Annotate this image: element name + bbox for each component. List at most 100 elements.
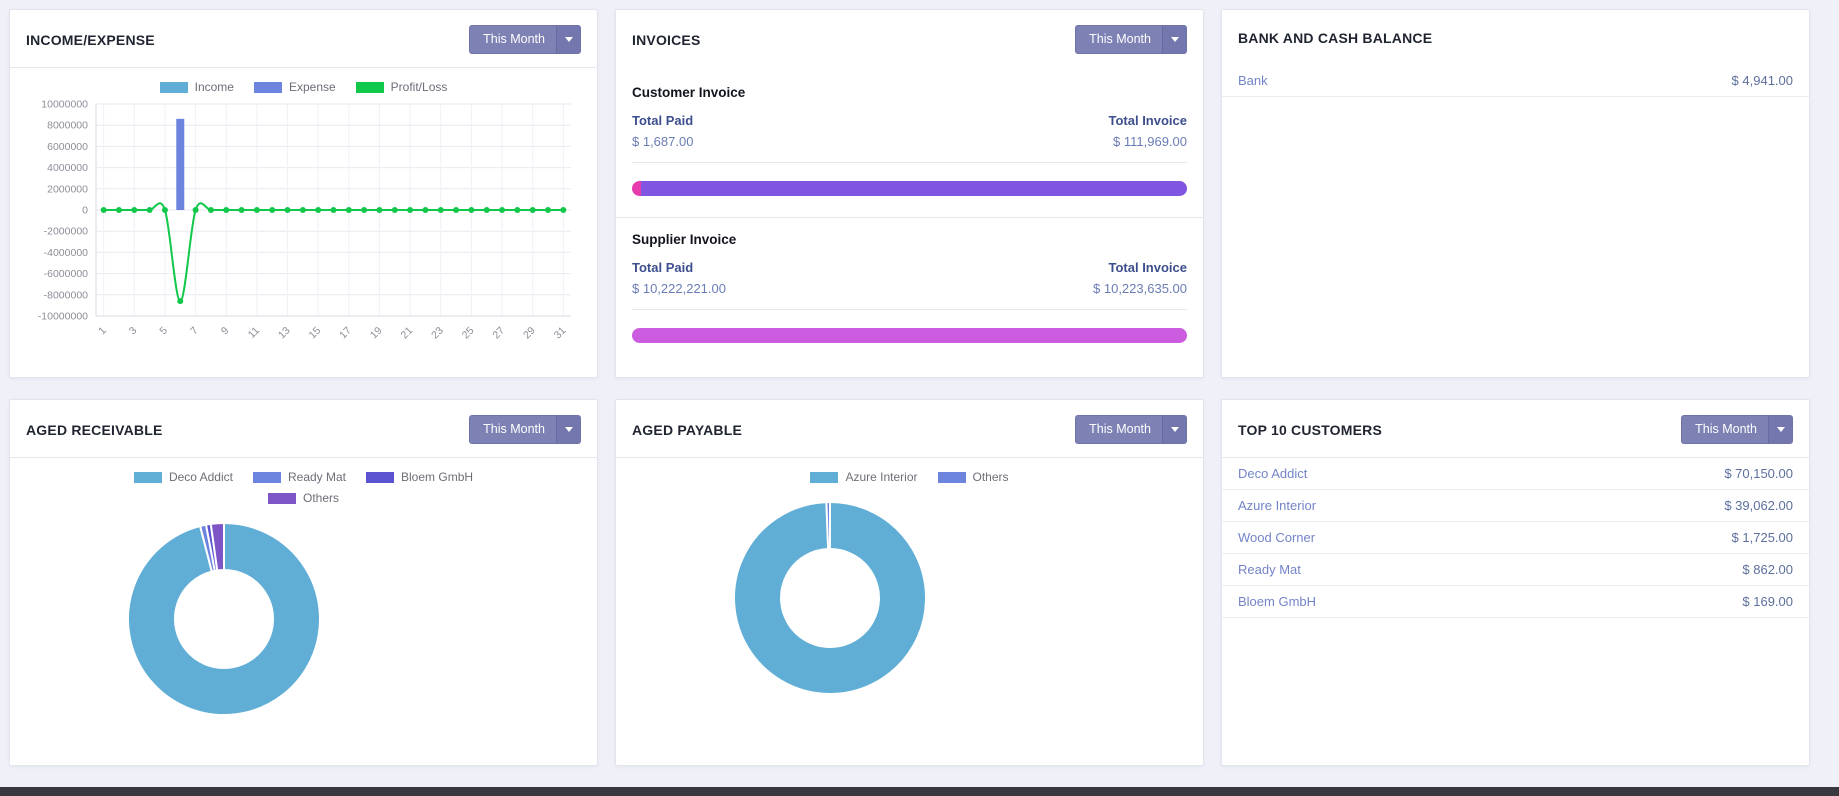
supplier-invoice-section: Supplier Invoice Total Paid Total Invoic… [632, 232, 1187, 343]
customer-link[interactable]: Wood Corner [1238, 530, 1316, 545]
progress-segment [640, 181, 1187, 196]
customer-row: Bloem GmbH $ 169.00 [1222, 586, 1809, 618]
svg-text:2000000: 2000000 [47, 183, 88, 195]
period-filter-income-expense[interactable]: This Month [469, 25, 581, 54]
customer-link[interactable]: Azure Interior [1238, 498, 1317, 513]
customer-row: Wood Corner $ 1,725.00 [1222, 522, 1809, 554]
period-filter-invoices[interactable]: This Month [1075, 25, 1187, 54]
top-customers-header: TOP 10 CUSTOMERS This Month [1222, 400, 1809, 458]
legend-item-deco-addict[interactable]: Deco Addict [133, 470, 233, 484]
invoices-header: INVOICES This Month [616, 10, 1203, 67]
period-filter-aged-receivable[interactable]: This Month [469, 415, 581, 444]
svg-text:4000000: 4000000 [47, 162, 88, 174]
customer-total-invoice-label: Total Invoice [1108, 113, 1188, 128]
income-expense-header: INCOME/EXPENSE This Month [10, 10, 597, 68]
supplier-total-invoice-label: Total Invoice [1108, 260, 1188, 275]
svg-text:3: 3 [127, 325, 140, 338]
supplier-invoice-progress-bar [632, 328, 1187, 343]
svg-text:9: 9 [219, 325, 232, 338]
svg-text:-2000000: -2000000 [44, 226, 89, 238]
svg-text:17: 17 [337, 325, 354, 342]
aged-payable-donut-chart [733, 501, 927, 695]
supplier-invoice-title: Supplier Invoice [632, 232, 737, 247]
top-customers-title: TOP 10 CUSTOMERS [1238, 421, 1383, 438]
svg-text:6000000: 6000000 [47, 141, 88, 153]
svg-text:5: 5 [157, 325, 170, 338]
customer-row: Ready Mat $ 862.00 [1222, 554, 1809, 586]
legend-label: Others [302, 491, 339, 505]
invoices-title: INVOICES [632, 31, 701, 48]
legend-item-income[interactable]: Income [159, 80, 234, 94]
chevron-down-icon [556, 416, 580, 443]
income-expense-title: INCOME/EXPENSE [26, 31, 155, 48]
customer-amount: $ 1,725.00 [1731, 530, 1793, 545]
aged-receivable-donut-chart [127, 522, 321, 716]
top-customers-table: Deco Addict $ 70,150.00 Azure Interior $… [1222, 458, 1809, 618]
legend-item-others[interactable]: Others [267, 491, 339, 505]
income-expense-chart: 10000000 8000000 6000000 4000000 2000000 0 -20… [38, 99, 571, 342]
svg-text:29: 29 [521, 325, 538, 342]
customer-link[interactable]: Bloem GmbH [1238, 594, 1317, 609]
legend-swatch [355, 81, 384, 93]
bank-title: BANK AND CASH BALANCE [1238, 29, 1433, 46]
svg-text:21: 21 [398, 325, 415, 342]
legend-item-azure-interior[interactable]: Azure Interior [810, 470, 918, 484]
chevron-down-icon [1768, 416, 1792, 443]
bottom-bar [0, 787, 1839, 796]
progress-segment [632, 328, 1187, 343]
customer-amount: $ 39,062.00 [1724, 498, 1793, 513]
invoices-body: Customer Invoice Total Paid Total Invoic… [616, 67, 1203, 343]
svg-text:11: 11 [246, 325, 262, 341]
supplier-total-paid-label: Total Paid [632, 260, 694, 275]
svg-text:-6000000: -6000000 [44, 268, 89, 280]
accounting-dashboard: INCOME/EXPENSE This Month Income Expense P… [9, 9, 1810, 766]
svg-text:-10000000: -10000000 [38, 311, 88, 323]
legend-item-others[interactable]: Others [937, 470, 1009, 484]
aged-payable-header: AGED PAYABLE This Month [616, 400, 1203, 458]
legend-item-expense[interactable]: Expense [253, 80, 336, 94]
bank-balance-amount: $ 4,941.00 [1731, 73, 1793, 88]
legend-label: Income [194, 80, 234, 94]
bank-link[interactable]: Bank [1238, 73, 1268, 88]
bank-body: Bank $ 4,941.00 [1222, 63, 1809, 97]
legend-label: Expense [288, 80, 336, 94]
legend-swatch [252, 471, 281, 483]
legend-item-ready-mat[interactable]: Ready Mat [252, 470, 346, 484]
aged-payable-legend: Azure Interior Others [632, 470, 1187, 484]
customer-link[interactable]: Ready Mat [1238, 562, 1301, 577]
bank-balance-row: Bank $ 4,941.00 [1222, 65, 1809, 97]
legend-swatch [133, 471, 162, 483]
svg-text:23: 23 [429, 325, 446, 342]
svg-text:13: 13 [276, 325, 293, 342]
legend-swatch [267, 492, 296, 504]
customer-total-invoice-value: $ 111,969.00 [1113, 134, 1187, 149]
chevron-down-icon [1162, 416, 1186, 443]
period-filter-label: This Month [1089, 422, 1151, 436]
chevron-down-icon [1162, 26, 1186, 53]
svg-text:10000000: 10000000 [41, 99, 88, 111]
card-bank-cash-balance: BANK AND CASH BALANCE Bank $ 4,941.00 [1221, 9, 1810, 378]
legend-label: Bloem GmbH [401, 470, 474, 484]
period-filter-top-customers[interactable]: This Month [1681, 415, 1793, 444]
legend-swatch [810, 471, 839, 483]
card-aged-payable: AGED PAYABLE This Month Azure Interior Ot… [615, 399, 1204, 766]
period-filter-label: This Month [1089, 32, 1151, 46]
svg-text:19: 19 [368, 325, 385, 342]
aged-receivable-legend: Deco Addict Ready Mat Bloem GmbH Others [89, 470, 519, 505]
legend-label: Deco Addict [168, 470, 233, 484]
legend-swatch [253, 81, 282, 93]
period-filter-aged-payable[interactable]: This Month [1075, 415, 1187, 444]
period-filter-label: This Month [483, 422, 545, 436]
customer-amount: $ 169.00 [1742, 594, 1793, 609]
period-filter-label: This Month [483, 32, 545, 46]
legend-label: Profit/Loss [390, 80, 448, 94]
aged-receivable-header: AGED RECEIVABLE This Month [10, 400, 597, 458]
aged-payable-title: AGED PAYABLE [632, 421, 743, 438]
customer-invoice-table: Total Paid Total Invoice $ 1,687.00 $ 11… [632, 113, 1187, 163]
period-filter-label: This Month [1695, 422, 1757, 436]
legend-item-bloem-gmbh[interactable]: Bloem GmbH [366, 470, 473, 484]
aged-receivable-chart-area: Deco Addict Ready Mat Bloem GmbH Others [10, 470, 597, 717]
legend-item-profit-loss[interactable]: Profit/Loss [355, 80, 448, 94]
customer-link[interactable]: Deco Addict [1238, 466, 1308, 481]
card-top-customers: TOP 10 CUSTOMERS This Month Deco Addict … [1221, 399, 1810, 766]
